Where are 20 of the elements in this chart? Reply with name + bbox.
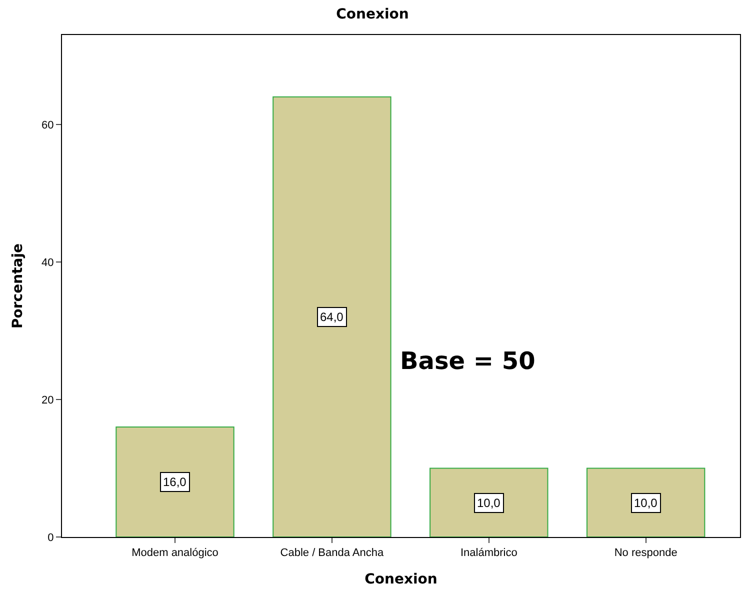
bar <box>272 96 392 537</box>
y-tick-label: 60 <box>42 119 54 132</box>
x-tick-label: Cable / Banda Ancha <box>280 547 384 560</box>
x-tick-label: No responde <box>614 547 678 560</box>
annotation: Base = 50 <box>400 347 536 375</box>
bar <box>586 468 706 537</box>
chart-title: Conexion <box>336 6 409 23</box>
data-label: 10,0 <box>634 496 658 510</box>
data-label: 10,0 <box>477 496 501 510</box>
x-axis-title: Conexion <box>364 572 438 588</box>
x-tick-label: Inalámbrico <box>460 547 518 560</box>
y-tick-label: 40 <box>42 256 54 269</box>
y-tick-label: 20 <box>42 394 54 406</box>
data-label: 64,0 <box>320 310 344 324</box>
data-label: 16,0 <box>163 475 187 489</box>
y-tick-label: 0 <box>48 532 54 544</box>
y-axis-title: Porcentaje <box>10 244 26 328</box>
bar <box>116 426 234 537</box>
bar <box>430 468 548 537</box>
x-tick-label: Modem analógico <box>132 547 218 560</box>
